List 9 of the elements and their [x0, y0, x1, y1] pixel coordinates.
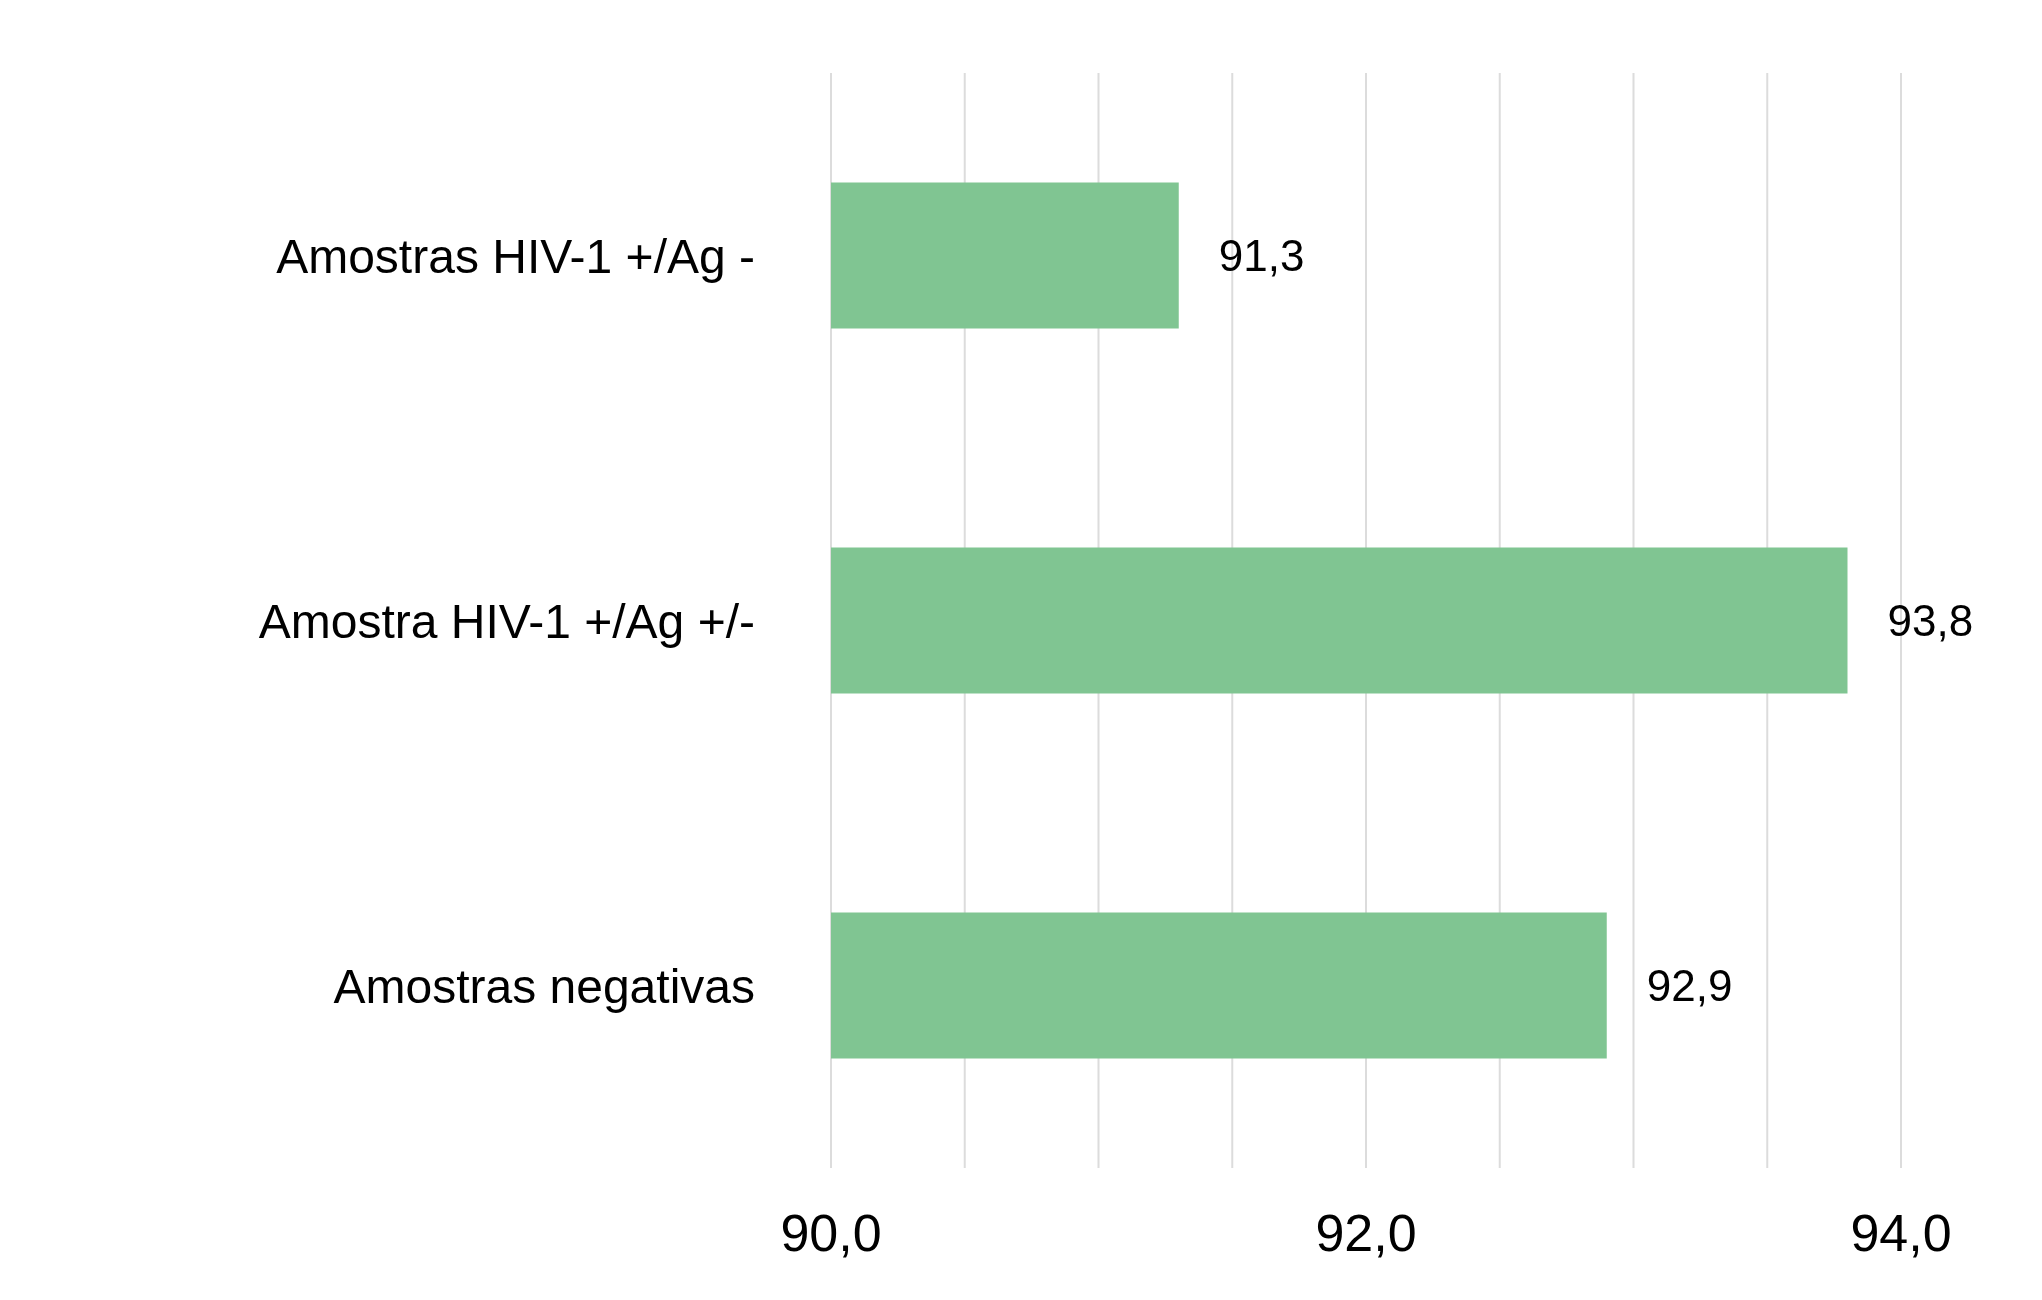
x-tick-label: 92,0: [1315, 1203, 1417, 1262]
y-tick-label: Amostras negativas: [333, 959, 755, 1013]
data-label: 91,3: [1218, 231, 1305, 281]
x-tick-label: 94,0: [1850, 1203, 1952, 1262]
y-tick-label: Amostra HIV-1 +/Ag +/-: [258, 594, 755, 648]
x-tick-label: 90,0: [780, 1203, 882, 1262]
data-label: 93,8: [1887, 596, 1974, 646]
data-label: 92,9: [1646, 961, 1733, 1011]
y-tick-label: Amostras HIV-1 +/Ag -: [276, 229, 755, 283]
